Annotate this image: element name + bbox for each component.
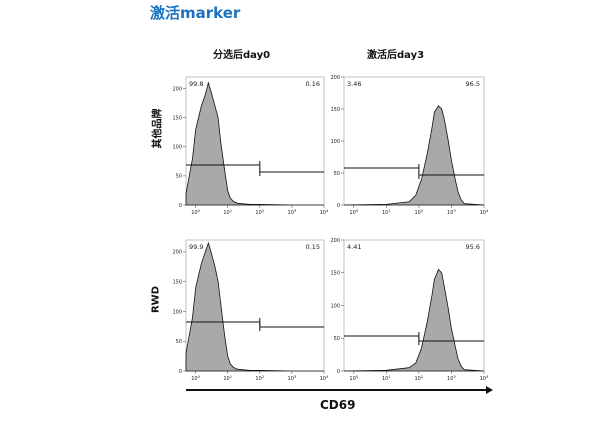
y-tick-label: 150 [330, 107, 340, 113]
x-tick-label: 100 [349, 208, 358, 216]
x-tick-label: 101 [223, 208, 232, 216]
x-tick-label: 104 [320, 374, 329, 382]
gate-right-percent: 0.15 [306, 243, 320, 251]
x-tick-label: 101 [382, 208, 391, 216]
page-title: 激活marker [150, 4, 241, 22]
y-tick-label: 0 [337, 203, 340, 209]
y-tick-label: 0 [179, 369, 182, 375]
histogram-panel-4: 0 50 100 150 200 100 101 102 103 104 4.41 95.6 [330, 238, 489, 382]
gate-right-percent: 95.6 [466, 243, 480, 251]
column-title-day3: 激活后day3 [367, 50, 425, 61]
x-tick-label: 104 [320, 208, 329, 216]
y-tick-label: 150 [330, 271, 340, 277]
y-tick-label: 50 [176, 339, 182, 345]
gate-left-percent: 3.46 [347, 80, 361, 88]
panel-frame [343, 76, 485, 206]
x-tick-label: 102 [415, 374, 424, 382]
y-tick-label: 150 [172, 279, 182, 285]
y-tick-label: 200 [330, 75, 340, 81]
x-tick-label: 100 [191, 208, 200, 216]
y-tick-label: 150 [172, 116, 182, 122]
y-tick-label: 50 [176, 174, 182, 180]
x-tick-label: 100 [191, 374, 200, 382]
y-tick-label: 0 [337, 369, 340, 375]
x-tick-label: 101 [382, 374, 391, 382]
x-tick-label: 104 [480, 374, 489, 382]
x-tick-label: 103 [288, 374, 297, 382]
cd69-axis-arrowhead [486, 386, 493, 394]
x-tick-label: 100 [349, 374, 358, 382]
gate-left-percent: 99.9 [189, 243, 203, 251]
y-tick-label: 200 [330, 238, 340, 244]
y-tick-label: 100 [172, 309, 182, 315]
y-tick-label: 50 [334, 171, 340, 177]
histogram-panel-3: 0 50 100 150 200 100 101 102 103 104 99.9 0.15 [172, 239, 329, 382]
histogram-area [185, 241, 324, 372]
histogram-area [185, 81, 324, 206]
x-tick-label: 101 [223, 374, 232, 382]
histogram-area [343, 268, 485, 372]
y-tick-label: 100 [330, 303, 340, 309]
y-tick-label: 100 [330, 139, 340, 145]
gate-right-percent: 0.16 [306, 80, 320, 88]
panel-frame [343, 239, 485, 372]
y-tick-label: 200 [172, 86, 182, 92]
y-tick-label: 100 [172, 145, 182, 151]
x-tick-label: 102 [415, 208, 424, 216]
gate-right-percent: 96.5 [466, 80, 480, 88]
x-tick-label: 102 [255, 208, 264, 216]
x-tick-label: 103 [447, 374, 456, 382]
gate-left-percent: 99.8 [189, 80, 203, 88]
histogram-area [343, 105, 485, 206]
column-title-day0: 分选后day0 [213, 50, 271, 61]
histogram-panel-2: 0 50 100 150 200 100 101 102 103 104 3.46 96.5 [330, 75, 489, 216]
cd69-axis-arrow [186, 386, 493, 394]
x-tick-label: 103 [288, 208, 297, 216]
x-tick-label: 104 [480, 208, 489, 216]
y-tick-label: 200 [172, 250, 182, 256]
histogram-panel-1: 0 50 100 150 200 100 101 102 103 104 99.8 0.16 [172, 76, 329, 216]
y-tick-label: 0 [179, 203, 182, 209]
gate-left-percent: 4.41 [347, 243, 361, 251]
x-tick-label: 103 [447, 208, 456, 216]
x-axis-label: CD69 [320, 398, 356, 412]
y-tick-label: 50 [334, 336, 340, 342]
x-tick-label: 102 [255, 374, 264, 382]
